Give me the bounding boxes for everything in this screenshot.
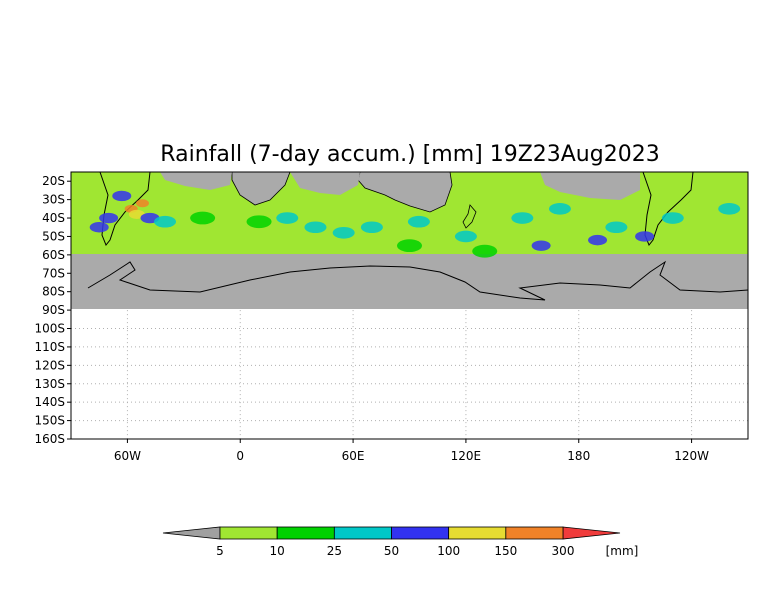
colorbar-bin xyxy=(276,526,335,540)
colorbar-label: 5 xyxy=(216,544,224,558)
lon-tick-label: 60E xyxy=(342,449,365,463)
lat-tick-label: 140S xyxy=(34,395,65,409)
latitude-axis: 20S 30S 40S 50S 60S 70S 80S 90S 100S 110S 120S 130S… xyxy=(34,174,71,446)
rain-cell xyxy=(332,226,355,239)
rain-cell xyxy=(718,203,741,215)
lon-tick-label: 120W xyxy=(674,449,709,463)
lat-tick-label: 60S xyxy=(42,248,65,262)
land-south-america-right xyxy=(642,171,694,246)
colorbar-bins xyxy=(219,526,564,540)
land-antarctica-coast xyxy=(87,260,749,301)
rain-cell xyxy=(511,212,534,224)
rain-cell xyxy=(454,230,477,243)
rain-cell xyxy=(635,231,655,242)
colorbar-bin xyxy=(505,526,564,540)
colorbar-bin xyxy=(333,526,392,540)
lat-tick-label: 120S xyxy=(34,358,65,372)
colorbar-label: 25 xyxy=(327,544,342,558)
lat-tick-label: 130S xyxy=(34,377,65,391)
lat-tick-label: 100S xyxy=(34,322,65,336)
colorbar-labels: 5 10 25 50 100 150 300 xyxy=(216,544,574,558)
dry-region-pacific xyxy=(540,172,640,200)
lon-tick-label: 0 xyxy=(236,449,244,463)
colorbar-below-triangle xyxy=(162,526,221,540)
colorbar: 5 10 25 50 100 150 300 [mm] xyxy=(162,526,639,558)
colorbar-bin xyxy=(391,526,450,540)
lat-tick-label: 160S xyxy=(34,432,65,446)
lat-tick-label: 150S xyxy=(34,414,65,428)
longitude-axis: 60W060E120E180120W60W xyxy=(114,439,709,463)
rain-cell xyxy=(154,215,177,228)
rain-cell xyxy=(548,203,571,215)
colorbar-label: 10 xyxy=(270,544,285,558)
lon-tick-label: 60W xyxy=(114,449,141,463)
land-australia xyxy=(357,171,453,213)
rain-cell xyxy=(99,212,119,224)
dry-region-atlantic xyxy=(160,172,232,190)
colorbar-label: 150 xyxy=(494,544,517,558)
rain-cell xyxy=(89,222,109,233)
colorbar-label: 100 xyxy=(437,544,460,558)
lon-tick-label: 120E xyxy=(451,449,482,463)
rain-cell xyxy=(531,240,551,251)
lat-tick-label: 30S xyxy=(42,193,65,207)
lat-tick-label: 20S xyxy=(42,174,65,188)
rain-cell xyxy=(304,221,327,234)
land-africa xyxy=(231,171,291,206)
colorbar-bin xyxy=(448,526,507,540)
rain-cell xyxy=(128,209,145,219)
colorbar-label: 300 xyxy=(552,544,575,558)
rain-cell xyxy=(246,215,272,229)
map-frame xyxy=(70,171,749,440)
rain-cell xyxy=(605,221,628,234)
rain-cell xyxy=(661,212,684,224)
land-new-zealand xyxy=(462,204,477,229)
map-panel xyxy=(70,171,749,440)
lat-tick-label: 50S xyxy=(42,229,65,243)
map-title: Rainfall (7-day accum.) [mm] 19Z23Aug202… xyxy=(160,142,659,167)
land-south-america-left xyxy=(99,171,151,246)
colorbar-label: 50 xyxy=(384,544,399,558)
lat-tick-label: 40S xyxy=(42,211,65,225)
rainfall-cells xyxy=(89,190,741,258)
no-data-region-antarctic xyxy=(71,254,748,309)
rain-cell xyxy=(276,212,299,224)
rain-cell xyxy=(360,221,383,234)
rain-cell xyxy=(588,234,608,246)
rain-cell xyxy=(407,215,430,228)
lon-tick-label: 180 xyxy=(567,449,590,463)
rain-cell xyxy=(190,211,216,225)
lat-tick-label: 90S xyxy=(42,303,65,317)
colorbar-bin xyxy=(219,526,278,540)
rain-cell xyxy=(472,244,498,258)
dry-region-indian xyxy=(290,172,360,195)
rain-cell xyxy=(135,199,149,208)
lat-tick-label: 110S xyxy=(34,340,65,354)
rain-cell xyxy=(397,239,422,253)
colorbar-above-triangle xyxy=(562,526,621,540)
lat-tick-label: 80S xyxy=(42,285,65,299)
rain-cell xyxy=(112,190,132,202)
lat-tick-label: 70S xyxy=(42,266,65,280)
colorbar-unit: [mm] xyxy=(606,544,639,558)
